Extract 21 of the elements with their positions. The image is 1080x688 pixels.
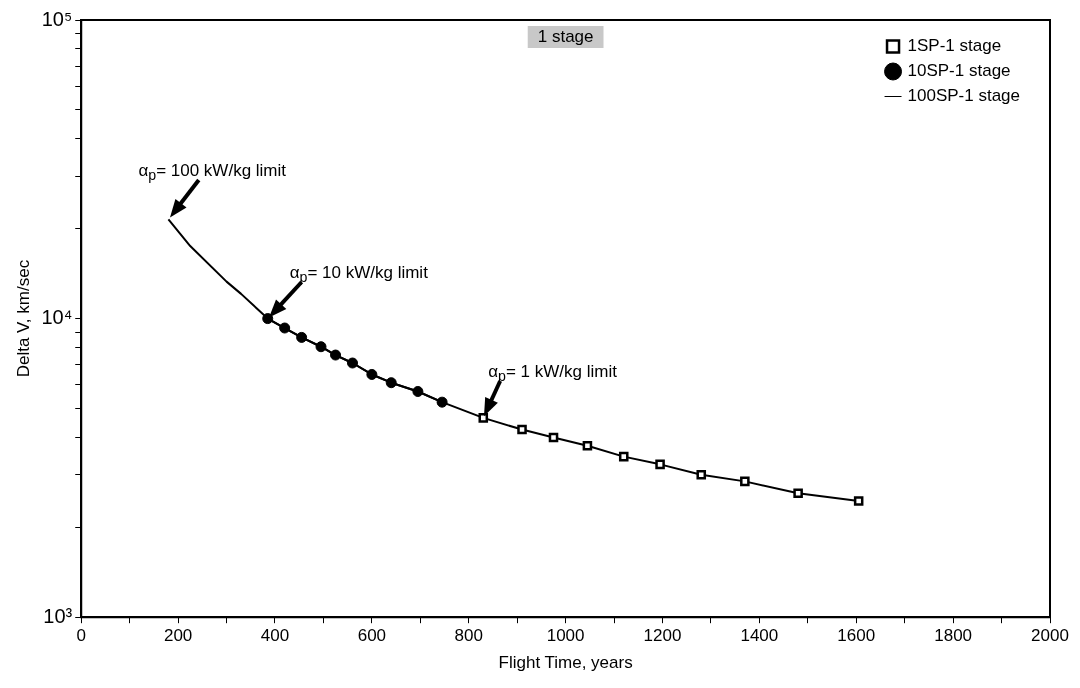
legend-label: 10SP-1 stage [907, 61, 1011, 81]
x-tick-label: 800 [454, 626, 483, 646]
x-tick-label: 0 [76, 626, 86, 646]
x-tick-label: 1000 [546, 626, 585, 646]
y-tick-label: 10⁴ [41, 306, 73, 329]
x-tick-label: 1600 [837, 626, 876, 646]
legend-label: 1SP-1 stage [907, 36, 1002, 56]
x-tick-label: 400 [260, 626, 290, 646]
y-axis-title: Delta V, km/sec [13, 259, 33, 378]
x-tick-label: 1800 [934, 626, 973, 646]
x-tick-label: 2000 [1031, 626, 1069, 646]
legend-label: 100SP-1 stage [907, 86, 1020, 106]
x-tick-label: 200 [163, 626, 193, 646]
x-axis-title: Flight Time, years [498, 653, 633, 673]
annotation: 1 stage [537, 27, 594, 46]
y-tick-label: 10⁵ [41, 7, 73, 30]
x-tick-label: 600 [357, 626, 387, 646]
y-tick-label: 10³ [43, 604, 73, 627]
x-tick-label: 1400 [740, 626, 779, 646]
x-tick-label: 1200 [643, 626, 682, 646]
annotation: α$_{p}$= 100 kW/kg limit [138, 161, 287, 186]
